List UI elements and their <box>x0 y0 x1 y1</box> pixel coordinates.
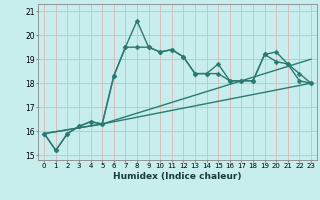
X-axis label: Humidex (Indice chaleur): Humidex (Indice chaleur) <box>113 172 242 181</box>
